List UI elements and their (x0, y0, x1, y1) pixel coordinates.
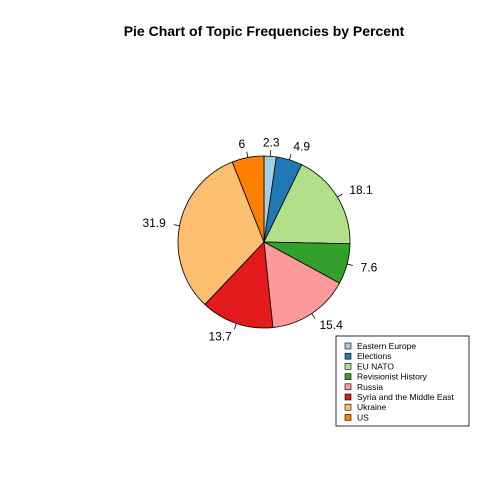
pie-label-tick (173, 224, 180, 227)
pie-label-tick (311, 313, 316, 319)
pie-slice-labels: 2.3 4.9 18.1 7.6 15.4 13.7 31.9 6 (142, 135, 377, 343)
pie-slice-ukraine (177, 161, 265, 306)
legend-swatch-ukraine (344, 403, 352, 411)
legend-label-elections: Elections (357, 351, 392, 361)
pie-slice-label: 2.3 (263, 135, 280, 149)
legend-swatch-syria-and-the-middle-east (344, 393, 352, 401)
legend-label-us: US (357, 412, 369, 422)
pie-slice-label: 31.9 (142, 216, 166, 230)
pie-slice-label: 6 (239, 137, 246, 151)
pie-slice-us (231, 155, 265, 243)
legend-swatch-us (344, 414, 352, 421)
legend-label-eastern-europe: Eastern Europe (357, 341, 416, 351)
pie-label-tick (337, 193, 343, 198)
pie-slices (177, 155, 351, 329)
pie-label-ticks (173, 150, 354, 330)
legend-swatch-elections (344, 352, 352, 360)
pie-label-tick (347, 263, 354, 266)
pie-slice-label: 4.9 (293, 139, 310, 153)
pie-slice-label: 15.4 (319, 318, 343, 332)
pie-label-tick (288, 153, 292, 160)
legend-swatch-eu-nato (344, 363, 352, 370)
pie-label-tick (234, 323, 237, 330)
legend-label-russia: Russia (357, 382, 383, 392)
pie-label-tick (246, 151, 249, 158)
legend-label-eu-nato: EU NATO (357, 361, 394, 371)
legend-swatch-revisionist-history (344, 373, 352, 380)
pie-slice-label: 7.6 (361, 261, 378, 275)
legend-label-revisionist-history: Revisionist History (357, 372, 428, 382)
legend-box (335, 335, 470, 427)
legend-label-ukraine: Ukraine (357, 402, 387, 412)
pie-slice-label: 13.7 (209, 330, 233, 344)
pie-slice-label: 18.1 (349, 183, 373, 197)
legend-swatch-russia (344, 383, 352, 391)
legend-label-syria-and-the-middle-east: Syria and the Middle East (357, 392, 454, 402)
pie-slice-russia (263, 241, 341, 328)
legend-swatch-eastern-europe (344, 342, 352, 350)
pie-slice-eu-nato (263, 164, 351, 245)
chart-title: Pie Chart of Topic Frequencies by Percen… (124, 23, 405, 39)
